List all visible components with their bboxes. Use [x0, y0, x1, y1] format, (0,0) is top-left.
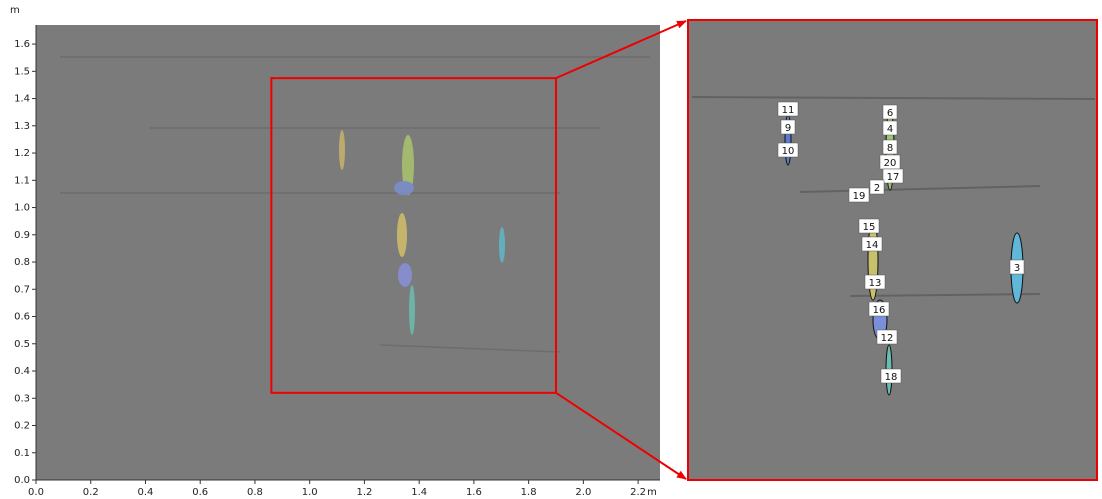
- defect-label: 2: [874, 183, 880, 194]
- defect-label: 8: [887, 143, 893, 154]
- y-tick-label: 1.0: [14, 203, 30, 214]
- y-tick-label: 1.6: [14, 39, 30, 50]
- left-image: [36, 25, 660, 480]
- x-tick-label: 1.4: [411, 487, 427, 498]
- x-tick-label: 1.6: [466, 487, 482, 498]
- defect-label: 13: [869, 278, 882, 289]
- defect-label: 9: [785, 123, 791, 134]
- y-tick-label: 0.9: [14, 230, 30, 241]
- y-unit: m: [10, 5, 20, 16]
- y-tick-label: 1.5: [14, 66, 30, 77]
- y-tick-label: 0.3: [14, 393, 30, 404]
- y-tick-label: 1.4: [14, 94, 30, 105]
- y-tick-label: 0.2: [14, 421, 30, 432]
- screenshot: 0.0 0.2 0.4 0.6 0.8 1.0 1.2 1.4 1.6 1.8 2.0 2.2 0.0 0…: [0, 0, 1102, 499]
- x-tick-label: 0.2: [83, 487, 99, 498]
- defect-label: 12: [881, 333, 894, 344]
- y-tick-label: 1.1: [14, 175, 30, 186]
- y-tick-label: 0.1: [14, 448, 30, 459]
- defect-label: 20: [884, 158, 897, 169]
- defect-label: 15: [863, 222, 876, 233]
- y-tick-label: 0.4: [14, 366, 30, 377]
- x-tick-label: 2.0: [575, 487, 591, 498]
- x-tick-label: 1.8: [521, 487, 537, 498]
- zoom-image: [688, 20, 1097, 480]
- x-tick-label: 1.2: [356, 487, 372, 498]
- x-tick-label: 0.4: [138, 487, 154, 498]
- defect-label: 17: [887, 172, 900, 183]
- x-tick-label: 0.0: [28, 487, 44, 498]
- y-tick-label: 0.8: [14, 257, 30, 268]
- y-tick-label: 0.7: [14, 284, 30, 295]
- y-tick-label: 0.5: [14, 339, 30, 350]
- defect-label: 10: [782, 146, 795, 157]
- y-tick-label: 1.2: [14, 148, 30, 159]
- defect-label: 6: [887, 108, 893, 119]
- defect-label: 4: [887, 124, 893, 135]
- y-tick-label: 0.6: [14, 312, 30, 323]
- y-tick-label: 0.0: [14, 475, 30, 486]
- defect-label: 11: [782, 105, 795, 116]
- x-tick-label: 0.6: [192, 487, 208, 498]
- x-tick-label: 0.8: [247, 487, 263, 498]
- defect-label: 19: [853, 191, 866, 202]
- defect-label: 16: [873, 305, 886, 316]
- x-tick-label: 2.2: [630, 487, 646, 498]
- x-tick-label: 1.0: [302, 487, 318, 498]
- y-tick-label: 1.3: [14, 121, 30, 132]
- defect-label: 18: [885, 372, 898, 383]
- x-unit: m: [647, 487, 657, 498]
- defect-label: 14: [866, 240, 879, 251]
- defect-label: 3: [1014, 263, 1020, 274]
